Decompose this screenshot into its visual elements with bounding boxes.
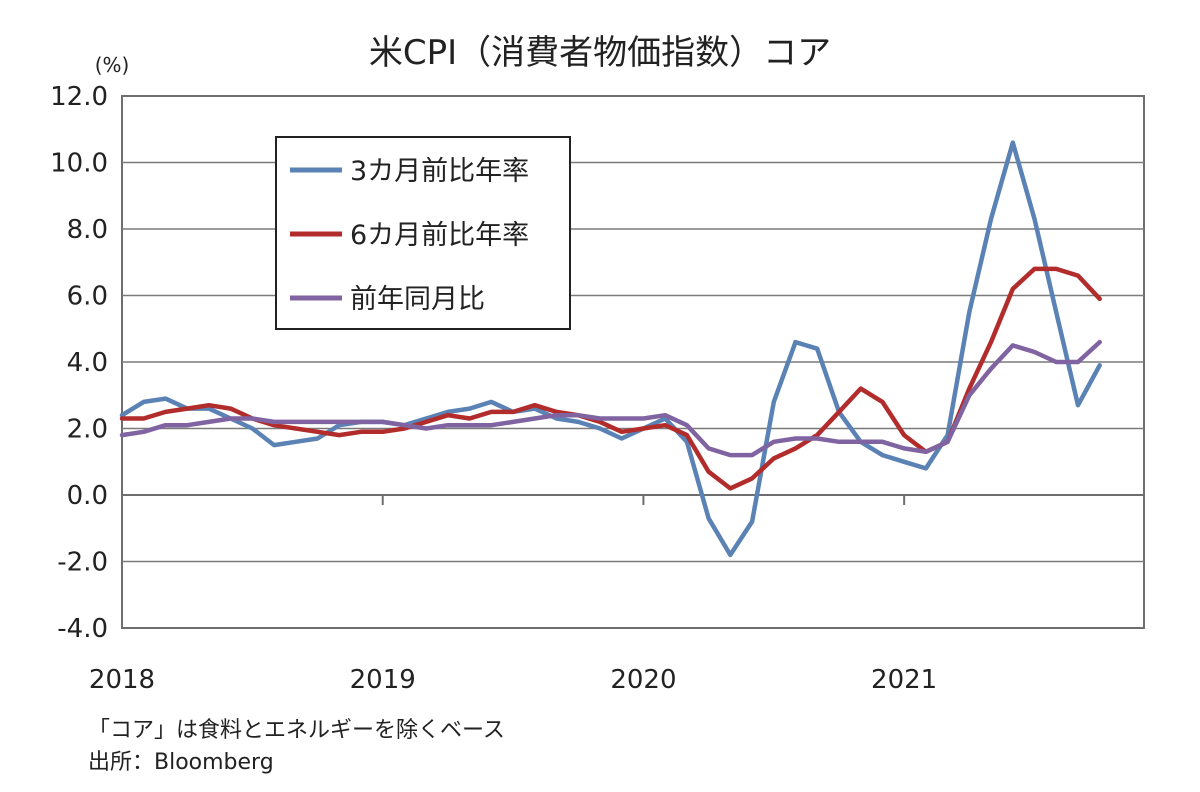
- footnote-core-definition: 「コア」は食料とエネルギーを除くベース: [88, 718, 505, 743]
- y-tick-label: 0.0: [67, 481, 108, 511]
- y-tick-label: 8.0: [67, 215, 108, 245]
- legend-label-6m: 6カ月前比年率: [350, 220, 529, 251]
- legend-label-3m: 3カ月前比年率: [350, 156, 529, 187]
- y-tick-label: -2.0: [57, 548, 108, 578]
- series-lines: [119, 140, 1102, 558]
- series-line-yoy: [119, 339, 1102, 458]
- y-tick-label: 10.0: [50, 149, 108, 179]
- footnote-source: 出所：Bloomberg: [88, 750, 274, 775]
- y-tick-label: 4.0: [67, 348, 108, 378]
- x-tick-label: 2018: [89, 665, 155, 695]
- x-axis: 2018 2019 2020 2021: [89, 494, 1144, 695]
- y-tick-label: 12.0: [50, 82, 108, 112]
- legend-label-yoy: 前年同月比: [350, 284, 485, 315]
- series-line-3m-annualized: [119, 140, 1102, 558]
- x-tick-label: 2019: [350, 665, 416, 695]
- x-tick-label: 2021: [871, 665, 937, 695]
- y-tick-label: -4.0: [57, 614, 108, 644]
- y-axis: 12.0 10.0 8.0 6.0 4.0 2.0 0.0 -2.0 -4.0: [50, 82, 108, 644]
- y-tick-label: 6.0: [67, 282, 108, 312]
- y-unit-label: (%): [95, 53, 130, 77]
- chart-title: 米CPI（消費者物価指数）コア: [369, 33, 831, 73]
- legend: 3カ月前比年率 6カ月前比年率 前年同月比: [275, 136, 571, 330]
- y-tick-label: 2.0: [67, 415, 108, 445]
- x-tick-label: 2020: [610, 665, 676, 695]
